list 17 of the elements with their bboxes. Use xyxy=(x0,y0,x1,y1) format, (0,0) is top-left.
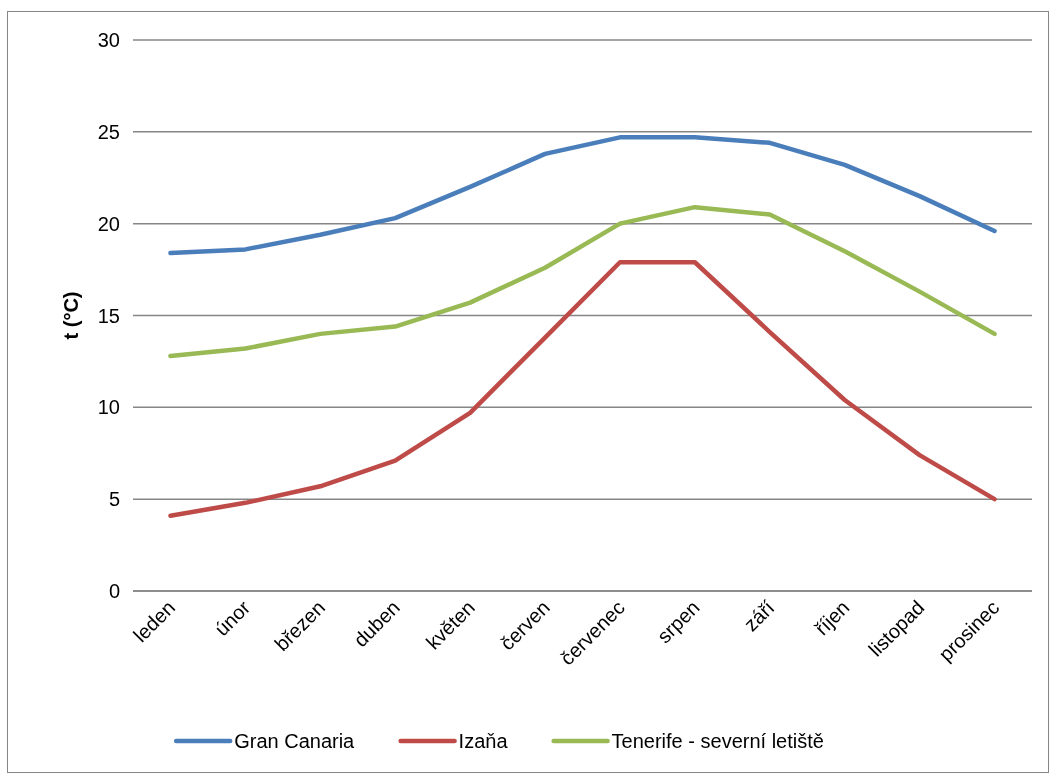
legend-label: Izaňa xyxy=(458,730,509,752)
y-tick-label: 20 xyxy=(97,212,120,235)
line-series xyxy=(168,259,997,518)
y-tick-label: 5 xyxy=(108,488,120,511)
y-tick-label: 0 xyxy=(108,580,120,602)
line-series xyxy=(168,135,997,256)
legend-label: Gran Canaria xyxy=(234,730,356,752)
y-tick-label: 15 xyxy=(97,304,120,327)
x-tick-label: únor xyxy=(210,596,255,641)
y-axis-title: t (°C) xyxy=(60,291,82,340)
y-tick-label: 25 xyxy=(97,120,120,143)
y-tick-label: 30 xyxy=(97,29,120,51)
line-series xyxy=(168,204,997,359)
legend-label: Tenerife - severní letiště xyxy=(611,730,824,752)
x-tick-label: říjen xyxy=(810,596,854,640)
y-tick-label: 10 xyxy=(97,396,120,419)
x-tick-label: září xyxy=(739,595,779,636)
